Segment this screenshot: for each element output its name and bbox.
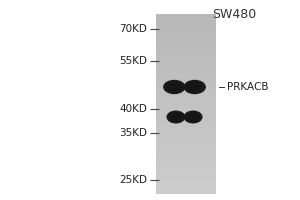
- Ellipse shape: [169, 113, 182, 121]
- Text: 25KD: 25KD: [119, 175, 147, 185]
- Ellipse shape: [164, 81, 185, 94]
- Ellipse shape: [167, 82, 182, 92]
- Ellipse shape: [169, 84, 179, 90]
- Text: PRKACB: PRKACB: [226, 82, 268, 92]
- Ellipse shape: [187, 113, 200, 121]
- Text: 55KD: 55KD: [119, 56, 147, 66]
- Text: 40KD: 40KD: [119, 104, 147, 114]
- Text: 70KD: 70KD: [119, 24, 147, 34]
- Ellipse shape: [172, 114, 180, 120]
- Ellipse shape: [190, 84, 200, 90]
- Text: SW480: SW480: [212, 8, 256, 21]
- Ellipse shape: [184, 111, 202, 123]
- Ellipse shape: [184, 81, 205, 94]
- Ellipse shape: [187, 82, 203, 92]
- Ellipse shape: [189, 114, 197, 120]
- Ellipse shape: [167, 111, 185, 123]
- Text: 35KD: 35KD: [119, 128, 147, 138]
